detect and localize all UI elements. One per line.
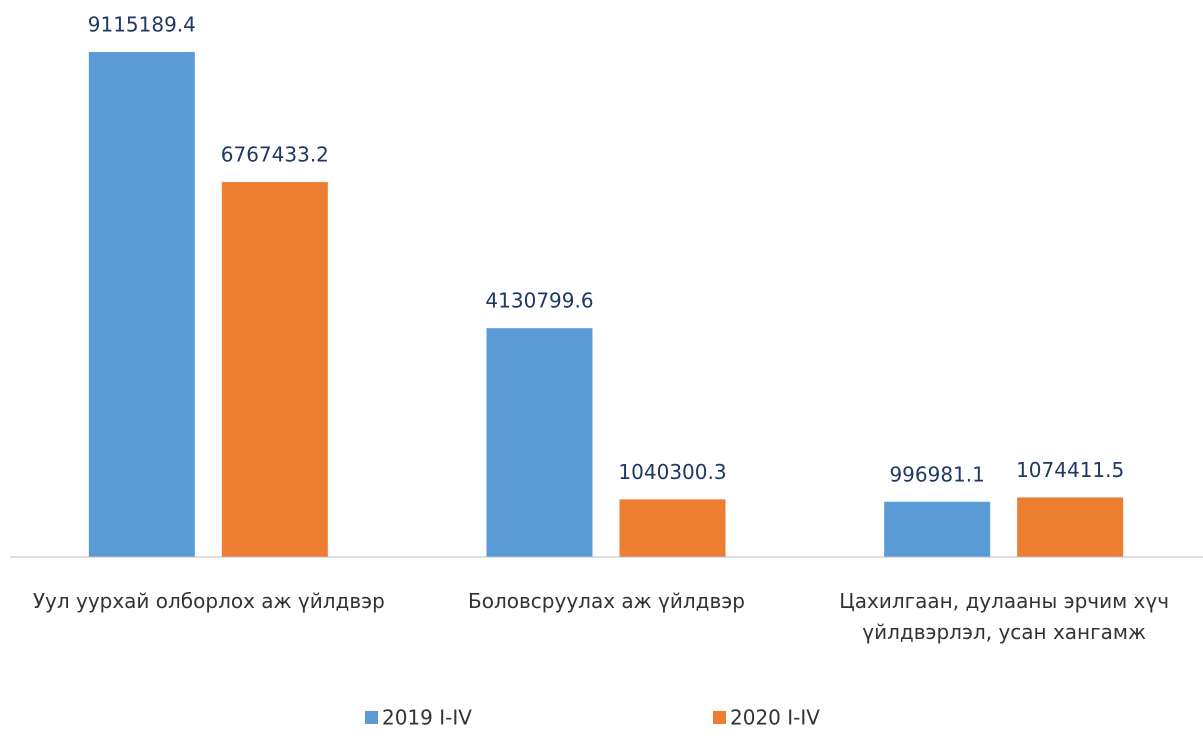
x-tick-label: Боловсруулах аж үйлдвэр	[468, 589, 745, 613]
x-tick-label: Цахилгаан, дулааны эрчим хүч үйлдвэрлэл,…	[839, 589, 1170, 644]
bar	[1017, 497, 1124, 557]
legend-swatch	[713, 711, 726, 724]
value-label: 9115189.4	[88, 13, 196, 37]
value-label: 4130799.6	[485, 289, 593, 313]
legend-swatch	[365, 711, 378, 724]
legend-label: 2019 I-IV	[382, 706, 472, 730]
bar	[884, 501, 991, 557]
value-label: 6767433.2	[221, 143, 329, 167]
legend-label: 2020 I-IV	[730, 706, 820, 730]
value-label: 1040300.3	[618, 460, 726, 484]
bar	[88, 52, 195, 558]
value-label: 996981.1	[889, 462, 984, 486]
bar	[221, 182, 328, 557]
bar	[486, 328, 593, 557]
bar	[619, 499, 726, 557]
value-label: 1074411.5	[1016, 458, 1124, 482]
x-tick-label: Уул уурхай олборлох аж үйлдвэр	[32, 589, 385, 613]
